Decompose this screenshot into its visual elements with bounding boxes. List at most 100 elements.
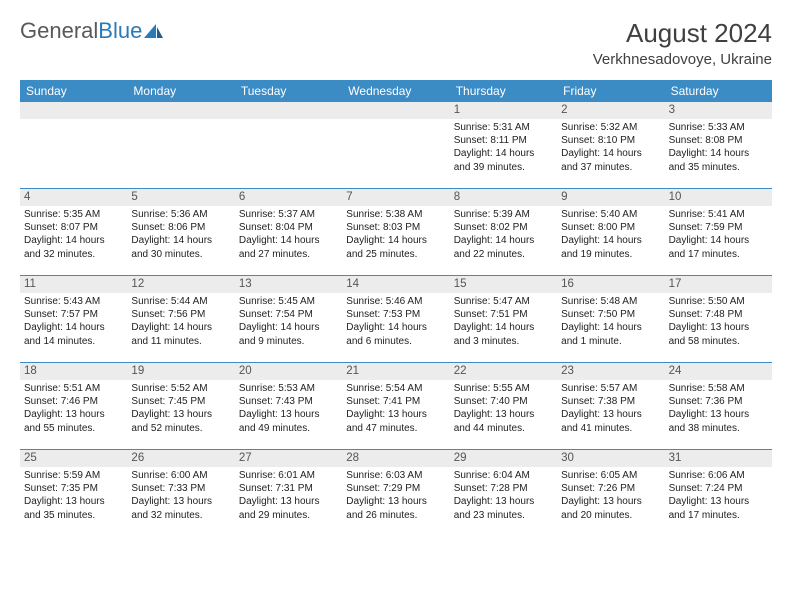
week-row: 25Sunrise: 5:59 AMSunset: 7:35 PMDayligh… bbox=[20, 449, 772, 536]
cell-content: Sunrise: 5:50 AMSunset: 7:48 PMDaylight:… bbox=[665, 293, 772, 352]
sunset-line: Sunset: 8:10 PM bbox=[561, 134, 660, 147]
cell-content: Sunrise: 6:05 AMSunset: 7:26 PMDaylight:… bbox=[557, 467, 664, 526]
sunset-line: Sunset: 7:45 PM bbox=[131, 395, 230, 408]
day-number: 11 bbox=[20, 276, 127, 293]
daylight-line: Daylight: 14 hours and 27 minutes. bbox=[239, 234, 338, 260]
sunrise-line: Sunrise: 5:43 AM bbox=[24, 295, 123, 308]
calendar-cell: 19Sunrise: 5:52 AMSunset: 7:45 PMDayligh… bbox=[127, 363, 234, 449]
logo-word-general: General bbox=[20, 18, 98, 43]
sunset-line: Sunset: 7:29 PM bbox=[346, 482, 445, 495]
cell-content: Sunrise: 5:55 AMSunset: 7:40 PMDaylight:… bbox=[450, 380, 557, 439]
sunset-line: Sunset: 8:00 PM bbox=[561, 221, 660, 234]
sunset-line: Sunset: 7:57 PM bbox=[24, 308, 123, 321]
daylight-line: Daylight: 14 hours and 39 minutes. bbox=[454, 147, 553, 173]
sunrise-line: Sunrise: 5:51 AM bbox=[24, 382, 123, 395]
sunrise-line: Sunrise: 6:04 AM bbox=[454, 469, 553, 482]
sunrise-line: Sunrise: 5:50 AM bbox=[669, 295, 768, 308]
day-number: 8 bbox=[450, 189, 557, 206]
day-number: 9 bbox=[557, 189, 664, 206]
sunrise-line: Sunrise: 6:05 AM bbox=[561, 469, 660, 482]
day-number: 18 bbox=[20, 363, 127, 380]
cell-content: Sunrise: 5:38 AMSunset: 8:03 PMDaylight:… bbox=[342, 206, 449, 265]
daylight-line: Daylight: 14 hours and 37 minutes. bbox=[561, 147, 660, 173]
calendar-cell: 7Sunrise: 5:38 AMSunset: 8:03 PMDaylight… bbox=[342, 189, 449, 275]
daylight-line: Daylight: 14 hours and 1 minute. bbox=[561, 321, 660, 347]
sunset-line: Sunset: 7:50 PM bbox=[561, 308, 660, 321]
daylight-line: Daylight: 14 hours and 35 minutes. bbox=[669, 147, 768, 173]
cell-content: Sunrise: 5:44 AMSunset: 7:56 PMDaylight:… bbox=[127, 293, 234, 352]
calendar-cell bbox=[235, 102, 342, 188]
day-number: 14 bbox=[342, 276, 449, 293]
sunrise-line: Sunrise: 5:53 AM bbox=[239, 382, 338, 395]
sunrise-line: Sunrise: 5:45 AM bbox=[239, 295, 338, 308]
week-row: 11 Sunrise: 5:43 AMSunset: 7:57 PM Dayligh… bbox=[20, 275, 772, 362]
daylight-line: Daylight: 13 hours and 35 minutes. bbox=[24, 495, 123, 521]
cell-content: Sunrise: 5:31 AMSunset: 8:11 PMDaylight:… bbox=[450, 119, 557, 178]
day-number: 17 bbox=[665, 276, 772, 293]
cell-content: Sunrise: 5:54 AMSunset: 7:41 PMDaylight:… bbox=[342, 380, 449, 439]
daylight-line: Daylight: 14 hours and 19 minutes. bbox=[561, 234, 660, 260]
daylight-line: Daylight: 13 hours and 38 minutes. bbox=[669, 408, 768, 434]
cell-content: Sunrise: 5:46 AMSunset: 7:53 PMDaylight:… bbox=[342, 293, 449, 352]
calendar-cell: 27Sunrise: 6:01 AMSunset: 7:31 PMDayligh… bbox=[235, 450, 342, 536]
day-number bbox=[127, 102, 234, 119]
sunrise-line: Sunrise: 5:32 AM bbox=[561, 121, 660, 134]
calendar-cell: 29Sunrise: 6:04 AMSunset: 7:28 PMDayligh… bbox=[450, 450, 557, 536]
day-number: 25 bbox=[20, 450, 127, 467]
calendar-cell: 3Sunrise: 5:33 AMSunset: 8:08 PMDaylight… bbox=[665, 102, 772, 188]
sunset-line: Sunset: 8:07 PM bbox=[24, 221, 123, 234]
sunset-line: Sunset: 7:33 PM bbox=[131, 482, 230, 495]
calendar-cell: 2Sunrise: 5:32 AMSunset: 8:10 PMDaylight… bbox=[557, 102, 664, 188]
sunrise-line: Sunrise: 5:44 AM bbox=[131, 295, 230, 308]
week-row: 1Sunrise: 5:31 AMSunset: 8:11 PMDaylight… bbox=[20, 102, 772, 188]
day-number: 12 bbox=[127, 276, 234, 293]
sunrise-line: Sunrise: 5:36 AM bbox=[131, 208, 230, 221]
daylight-line: Daylight: 14 hours and 25 minutes. bbox=[346, 234, 445, 260]
cell-content: Sunrise: 5:33 AMSunset: 8:08 PMDaylight:… bbox=[665, 119, 772, 178]
sunset-line: Sunset: 8:06 PM bbox=[131, 221, 230, 234]
sunset-line: Sunset: 8:02 PM bbox=[454, 221, 553, 234]
sunrise-line: Sunrise: 5:57 AM bbox=[561, 382, 660, 395]
sunrise-line: Sunrise: 6:03 AM bbox=[346, 469, 445, 482]
calendar-cell: 1Sunrise: 5:31 AMSunset: 8:11 PMDaylight… bbox=[450, 102, 557, 188]
sunrise-line: Sunrise: 5:38 AM bbox=[346, 208, 445, 221]
daylight-line: Daylight: 14 hours and 3 minutes. bbox=[454, 321, 553, 347]
calendar-cell: 11Sunrise: 5:43 AMSunset: 7:57 PMDayligh… bbox=[20, 276, 127, 362]
day-number: 3 bbox=[665, 102, 772, 119]
calendar-cell: 24Sunrise: 5:58 AMSunset: 7:36 PMDayligh… bbox=[665, 363, 772, 449]
week-row: 18Sunrise: 5:51 AMSunset: 7:46 PMDayligh… bbox=[20, 362, 772, 449]
daylight-line: Daylight: 13 hours and 47 minutes. bbox=[346, 408, 445, 434]
daylight-line: Daylight: 13 hours and 32 minutes. bbox=[131, 495, 230, 521]
sunset-line: Sunset: 7:59 PM bbox=[669, 221, 768, 234]
sunrise-line: Sunrise: 5:31 AM bbox=[454, 121, 553, 134]
sunrise-line: Sunrise: 5:54 AM bbox=[346, 382, 445, 395]
sunrise-line: Sunrise: 5:58 AM bbox=[669, 382, 768, 395]
cell-content: Sunrise: 6:00 AMSunset: 7:33 PMDaylight:… bbox=[127, 467, 234, 526]
title-block: August 2024 Verkhnesadovoye, Ukraine bbox=[593, 18, 772, 68]
cell-content: Sunrise: 5:57 AMSunset: 7:38 PMDaylight:… bbox=[557, 380, 664, 439]
sunrise-line: Sunrise: 5:33 AM bbox=[669, 121, 768, 134]
cell-content: Sunrise: 5:36 AMSunset: 8:06 PMDaylight:… bbox=[127, 206, 234, 265]
sunset-line: Sunset: 8:11 PM bbox=[454, 134, 553, 147]
daylight-line: Daylight: 13 hours and 52 minutes. bbox=[131, 408, 230, 434]
logo: GeneralBlue bbox=[20, 18, 164, 44]
cell-content: Sunrise: 5:32 AMSunset: 8:10 PMDaylight:… bbox=[557, 119, 664, 178]
day-number: 6 bbox=[235, 189, 342, 206]
day-number: 22 bbox=[450, 363, 557, 380]
sunset-line: Sunset: 7:48 PM bbox=[669, 308, 768, 321]
day-number bbox=[235, 102, 342, 119]
daylight-line: Daylight: 13 hours and 55 minutes. bbox=[24, 408, 123, 434]
cell-content: Sunrise: 5:39 AMSunset: 8:02 PMDaylight:… bbox=[450, 206, 557, 265]
logo-text: GeneralBlue bbox=[20, 18, 142, 44]
sunrise-line: Sunrise: 5:59 AM bbox=[24, 469, 123, 482]
sunset-line: Sunset: 7:56 PM bbox=[131, 308, 230, 321]
calendar-cell: 26Sunrise: 6:00 AMSunset: 7:33 PMDayligh… bbox=[127, 450, 234, 536]
day-number: 29 bbox=[450, 450, 557, 467]
day-number bbox=[342, 102, 449, 119]
sunset-line: Sunset: 8:08 PM bbox=[669, 134, 768, 147]
calendar-cell: 5Sunrise: 5:36 AMSunset: 8:06 PMDaylight… bbox=[127, 189, 234, 275]
calendar-cell: 13Sunrise: 5:45 AMSunset: 7:54 PMDayligh… bbox=[235, 276, 342, 362]
day-number: 27 bbox=[235, 450, 342, 467]
sunset-line: Sunset: 7:26 PM bbox=[561, 482, 660, 495]
daylight-line: Daylight: 13 hours and 26 minutes. bbox=[346, 495, 445, 521]
